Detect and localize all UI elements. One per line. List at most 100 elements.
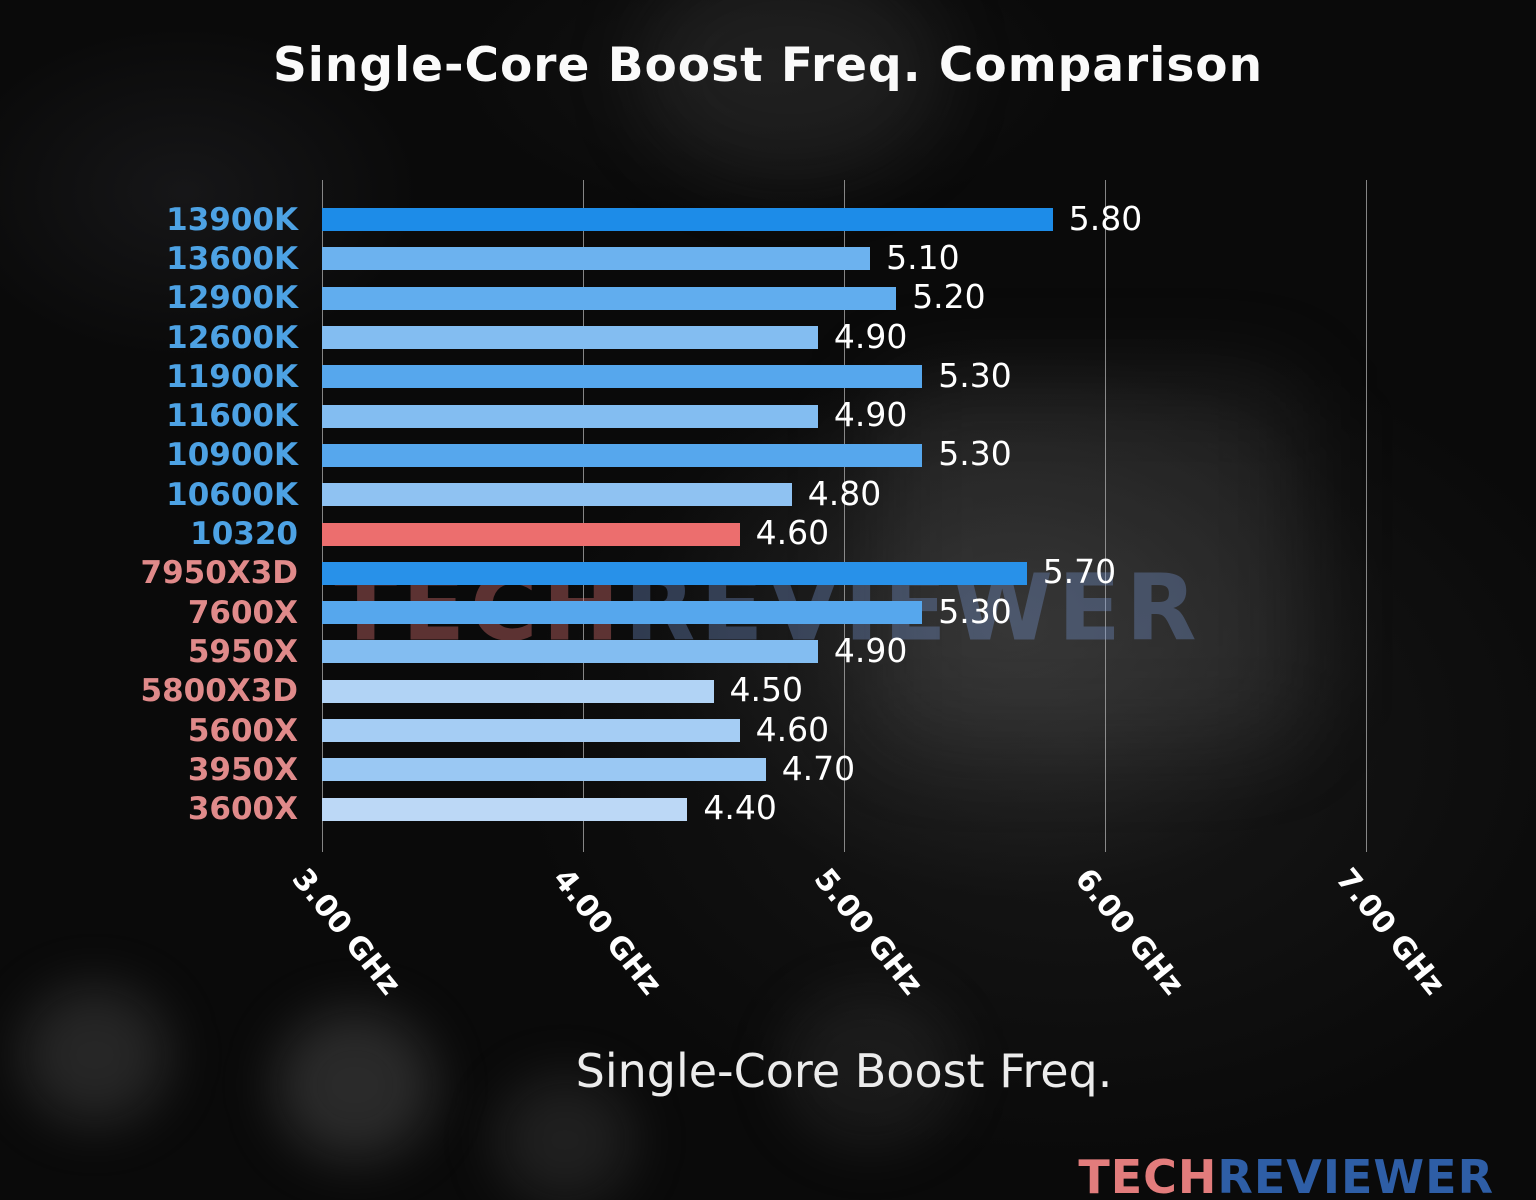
- bar-row: 11600K 4.90: [0, 395, 1536, 435]
- background-bokeh: [20, 985, 170, 1125]
- bar: [322, 640, 818, 664]
- value-label: 5.20: [912, 277, 986, 317]
- category-label: 10900K: [166, 437, 298, 474]
- bar: [322, 365, 923, 389]
- gridlines: [322, 180, 1367, 852]
- bar-row: 7950X3D 5.70: [0, 552, 1536, 593]
- value-label: 5.30: [938, 355, 1012, 395]
- bar: [322, 483, 792, 507]
- bar-track: 4.70: [322, 748, 1366, 789]
- bar-track: 4.80: [322, 473, 1366, 514]
- bar-track: 4.90: [322, 395, 1366, 435]
- bar-row: 5600X 4.60: [0, 709, 1536, 750]
- bar-track: 4.90: [322, 630, 1366, 671]
- brand-logo-reviewer: REVIEWER: [1217, 1150, 1494, 1200]
- bar-track: 5.30: [322, 591, 1366, 632]
- bar: [322, 522, 740, 546]
- bar-row: 12900K 5.20: [0, 277, 1536, 318]
- gridline: [322, 180, 323, 852]
- background-bokeh: [495, 1075, 635, 1200]
- category-label: 13600K: [166, 240, 298, 277]
- x-tick-label: 4.00 GHz: [545, 862, 669, 1002]
- bar: [322, 601, 923, 625]
- bar-track: 4.60: [322, 709, 1366, 750]
- value-label: 4.50: [729, 670, 803, 710]
- bar-row: 12600K 4.90: [0, 316, 1536, 357]
- bar-track: 5.30: [322, 355, 1366, 396]
- value-label: 4.80: [807, 473, 882, 513]
- value-label: 4.70: [781, 748, 856, 788]
- gridline: [844, 180, 845, 852]
- value-label: 5.80: [1068, 198, 1143, 238]
- bar-track: 4.90: [322, 316, 1366, 357]
- category-label: 12600K: [166, 319, 298, 356]
- value-label: 4.60: [755, 512, 830, 552]
- category-label: 5800X3D: [140, 673, 298, 710]
- value-label: 5.30: [938, 434, 1012, 474]
- bar: [322, 208, 1053, 232]
- bar-row: 10900K 5.30: [0, 434, 1536, 475]
- bar-row: 3600X 4.40: [0, 788, 1536, 828]
- gridline: [1366, 180, 1367, 852]
- category-label: 5600X: [187, 712, 298, 749]
- bar: [322, 758, 766, 782]
- x-tick-label: 3.00 GHz: [284, 862, 408, 1002]
- bar: [322, 247, 871, 271]
- background-glow: [640, 0, 940, 180]
- bar-track: 5.80: [322, 198, 1366, 239]
- x-axis-ticks: 3.00 GHz 4.00 GHz 5.00 GHz 6.00 GHz 7.00 GHz: [285, 858, 1452, 1028]
- category-label: 10600K: [166, 476, 298, 513]
- value-label: 4.90: [833, 395, 908, 435]
- bar-track: 4.50: [322, 670, 1366, 711]
- category-label: 10320: [190, 516, 298, 553]
- category-label: 3600X: [187, 791, 298, 828]
- value-label: 5.10: [886, 237, 960, 277]
- value-label: 4.40: [703, 788, 777, 828]
- gridline: [583, 180, 584, 852]
- value-label: 5.70: [1042, 552, 1117, 592]
- bar: [322, 561, 1027, 585]
- brand-logo: TECHREVIEWER: [1078, 1150, 1494, 1200]
- x-tick-label: 6.00 GHz: [1067, 862, 1191, 1002]
- background-cpu-glow: [880, 380, 1300, 740]
- bar-track: 5.20: [322, 277, 1366, 318]
- bar: [322, 679, 714, 703]
- bar-track: 5.10: [322, 237, 1366, 278]
- bar: [322, 404, 818, 428]
- bar-row: 5800X3D 4.50: [0, 670, 1536, 711]
- value-label: 4.90: [833, 630, 908, 670]
- bar-row: 10600K 4.80: [0, 473, 1536, 514]
- bar: [322, 797, 688, 821]
- bar-row: 3950X 4.70: [0, 748, 1536, 789]
- category-label: 11600K: [166, 398, 298, 435]
- bar-track: 5.70: [322, 552, 1366, 593]
- bar: [322, 286, 897, 310]
- bar-track: 4.60: [322, 512, 1366, 553]
- x-axis-title: Single-Core Boost Freq.: [575, 1044, 1113, 1098]
- value-label: 4.90: [833, 316, 908, 356]
- category-label: 3950X: [187, 751, 298, 788]
- bar-rows: 13900K 5.80 13600K 5.10 12900K 5.20 1260…: [0, 198, 1536, 829]
- background-bokeh: [275, 1010, 435, 1160]
- x-tick-label: 5.00 GHz: [806, 862, 930, 1002]
- background-bokeh: [780, 990, 960, 1150]
- bar-row: 13900K 5.80: [0, 198, 1536, 239]
- brand-logo-tech: TECH: [1078, 1150, 1218, 1200]
- bar-row: 7600X 5.30: [0, 591, 1536, 632]
- value-label: 4.60: [755, 709, 830, 749]
- bar-track: 5.30: [322, 434, 1366, 475]
- category-label: 13900K: [166, 201, 298, 238]
- value-label: 5.30: [938, 591, 1012, 631]
- bar: [322, 443, 923, 467]
- bar-row: 13600K 5.10: [0, 237, 1536, 278]
- gridline: [1105, 180, 1106, 852]
- bar-row: 11900K 5.30: [0, 355, 1536, 396]
- bar-row: 10320 4.60: [0, 512, 1536, 553]
- category-label: 7600X: [187, 594, 298, 631]
- bar-track: 4.40: [322, 788, 1366, 828]
- x-tick-label: 7.00 GHz: [1328, 862, 1452, 1002]
- bar: [322, 719, 740, 742]
- category-label: 12900K: [166, 280, 298, 317]
- category-label: 5950X: [187, 633, 298, 670]
